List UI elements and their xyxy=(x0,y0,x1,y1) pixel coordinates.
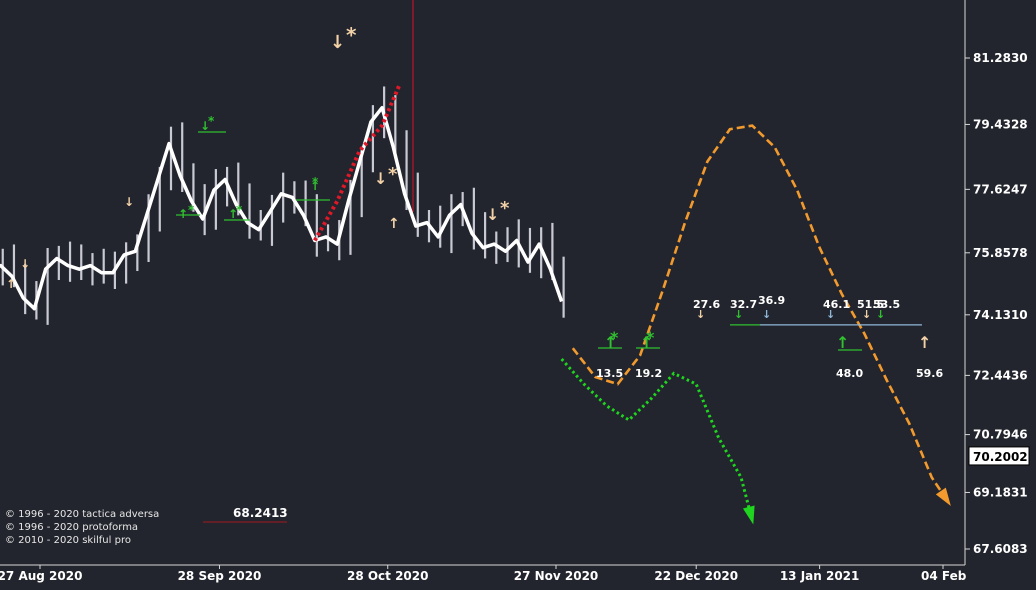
signal-arrow-icon-2: ↓ xyxy=(374,169,387,188)
signal-star-icon-14: * xyxy=(312,175,319,189)
y-tick-label-2: 70.7946 xyxy=(973,428,1028,442)
x-tick-label-5: 13 Jan 2021 xyxy=(780,569,860,583)
copyright-skilful: © 2010 - 2020 skilful pro xyxy=(5,535,131,546)
y-tick-label-4: 74.1310 xyxy=(973,308,1028,322)
signal-arrow-icon-20: ↑ xyxy=(918,333,931,352)
signal-star-icon-10: * xyxy=(188,203,195,217)
annotation-label-6: 13.5 xyxy=(596,367,623,380)
y-tick-label-8: 81.2830 xyxy=(973,51,1028,65)
signal-arrow-icon-13: ↑ xyxy=(310,179,320,193)
annotation-label-7: 19.2 xyxy=(635,367,662,380)
copyright-protoforma: © 1996 - 2020 protoforma xyxy=(5,522,139,533)
signal-arrow-icon-28: ↑ xyxy=(6,277,16,291)
annotation-label-3: 46.1 xyxy=(823,298,850,311)
signal-arrow-icon-7: ↓ xyxy=(200,119,210,133)
reference-level-label: 68.2413 xyxy=(233,506,288,520)
signal-arrow-icon-25: ↓ xyxy=(862,308,871,321)
x-tick-label-0: 27 Aug 2020 xyxy=(0,569,82,583)
signal-arrow-icon-22: ↓ xyxy=(734,308,743,321)
signal-glyphs: ↓ *↓ *↑ ↓ *↓*↑ * ↑*↑*↑* ↑* ↑ ↑↓ ↓ ↓ ↓ ↓ ↓↓↑↓ xyxy=(6,23,931,352)
signal-arrow-icon-9: ↑ xyxy=(178,207,188,221)
signal-star-icon-3: * xyxy=(388,164,398,185)
current-price-box xyxy=(968,446,1030,466)
signal-arrow-icon-24: ↓ xyxy=(826,308,835,321)
signal-star-icon-6: * xyxy=(500,198,510,219)
signal-arrow-icon-17: ↑ xyxy=(640,333,653,352)
y-tick-label-0: 67.6083 xyxy=(973,542,1028,556)
signal-arrow-icon-0: ↓ xyxy=(330,32,345,53)
annotation-label-0: 27.6 xyxy=(693,298,720,311)
y-tick-label-5: 75.8578 xyxy=(973,246,1028,260)
annotation-label-1: 32.7 xyxy=(730,298,757,311)
projection-green-line xyxy=(560,358,754,521)
signal-arrow-icon-15: ↑ xyxy=(604,333,617,352)
signal-star-icon-12: * xyxy=(236,203,243,217)
signal-star-icon-8: * xyxy=(208,114,215,128)
signal-arrow-icon-23: ↓ xyxy=(762,308,771,321)
signal-arrow-icon-4: ↑ xyxy=(388,216,400,232)
trend-dotted-red xyxy=(313,85,401,242)
annotation-label-5: 53.5 xyxy=(873,298,900,311)
signal-arrow-icon-5: ↓ xyxy=(486,205,499,224)
x-tick-label-6: 04 Feb xyxy=(921,569,967,583)
projection-green-arrowhead xyxy=(742,505,755,525)
signal-arrow-icon-19: ↑ xyxy=(836,333,849,352)
annotation-label-4: 51.5 xyxy=(857,298,884,311)
signal-star-icon-18: * xyxy=(646,328,655,347)
copyright-tactica: © 1996 - 2020 tactica adversa xyxy=(5,509,160,520)
signal-star-icon-1: * xyxy=(346,23,357,47)
y-tick-label-7: 79.4328 xyxy=(973,117,1028,131)
y-tick-label-1: 69.1831 xyxy=(973,485,1028,499)
annotation-label-2: 36.9 xyxy=(758,294,785,307)
price-line xyxy=(0,105,564,311)
signal-arrow-icon-29: ↓ xyxy=(124,195,134,209)
signal-arrow-icon-26: ↓ xyxy=(876,308,885,321)
projection-orange-line xyxy=(571,124,950,504)
annotation-label-8: 48.0 xyxy=(836,367,863,380)
annotation-label-9: 59.6 xyxy=(916,367,943,380)
projection-orange-arrowhead xyxy=(935,487,951,506)
x-tick-label-4: 22 Dec 2020 xyxy=(654,569,738,583)
signal-star-icon-16: * xyxy=(610,328,619,347)
signal-arrow-icon-21: ↓ xyxy=(696,308,705,321)
signal-arrow-icon-27: ↓ xyxy=(20,257,30,271)
x-tick-label-3: 27 Nov 2020 xyxy=(514,569,599,583)
price-bars xyxy=(1,86,565,325)
y-tick-label-6: 77.6247 xyxy=(973,182,1028,196)
y-tick-label-3: 72.4436 xyxy=(973,368,1028,382)
x-tick-label-1: 28 Sep 2020 xyxy=(178,569,262,583)
current-price-label: 70.2002 xyxy=(973,450,1028,464)
signal-arrow-icon-11: ↑ xyxy=(228,207,238,221)
annotation-labels: 27.6 32.7 36.9 46.1 51.553.5 13.5 19.2 48.0 59.6 xyxy=(596,294,943,380)
x-tick-label-2: 28 Oct 2020 xyxy=(347,569,429,583)
